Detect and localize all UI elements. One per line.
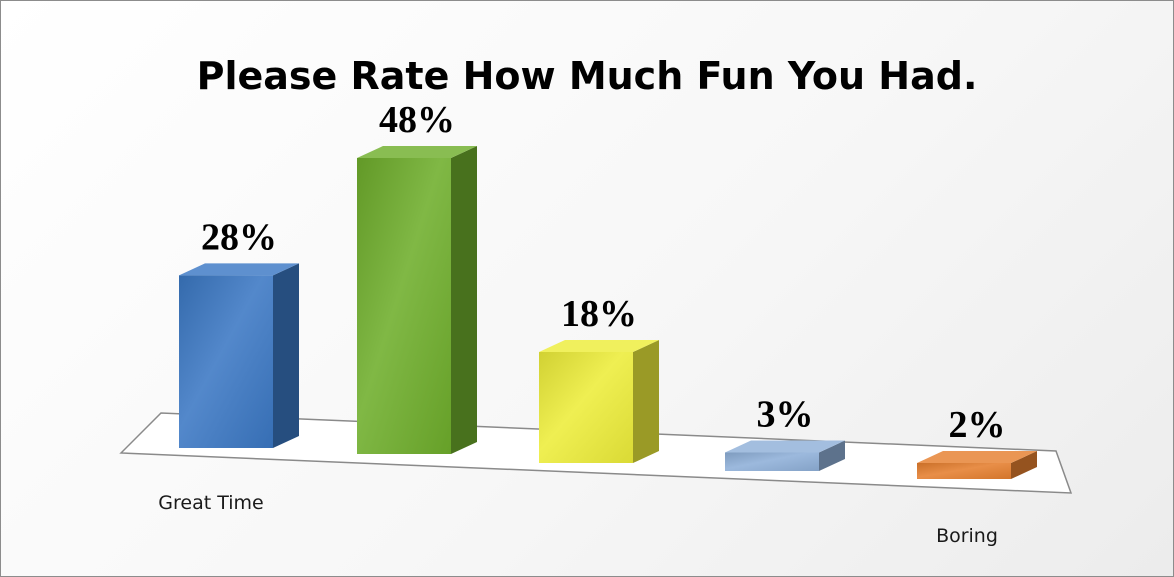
bar-5-top	[917, 451, 1037, 463]
bar-4-side	[819, 440, 845, 471]
bar-2-front	[357, 158, 451, 454]
category-label-5: Boring	[936, 525, 998, 547]
bar-4-front	[725, 452, 819, 471]
bar-5	[917, 451, 1037, 479]
bar-1-front	[179, 275, 273, 448]
value-label-3: 18%	[561, 293, 637, 335]
category-label-1: Great Time	[158, 492, 263, 514]
bar-3-front	[539, 352, 633, 463]
bar-3-top	[539, 340, 659, 352]
bars-layer	[179, 146, 1037, 479]
bar-3-side	[633, 340, 659, 463]
bar-5-front	[917, 463, 1011, 479]
value-label-4: 3%	[757, 394, 814, 436]
bar-4	[725, 440, 845, 471]
bar-1-side	[273, 263, 299, 448]
chart-title: Please Rate How Much Fun You Had.	[197, 54, 978, 98]
bar-5-side	[1011, 451, 1037, 479]
bar-1-top	[179, 263, 299, 276]
value-label-1: 28%	[201, 216, 277, 258]
bar-3	[539, 340, 659, 463]
bar-1	[179, 263, 299, 448]
value-label-2: 48%	[379, 99, 455, 141]
bar-2	[357, 146, 477, 454]
value-label-5: 2%	[949, 404, 1006, 446]
labels-layer: 28% 48% 18% 3% 2% Great Time Boring	[158, 99, 1005, 547]
bar-2-top	[357, 146, 477, 158]
bar-2-side	[451, 146, 477, 454]
bar-4-top	[725, 440, 845, 453]
